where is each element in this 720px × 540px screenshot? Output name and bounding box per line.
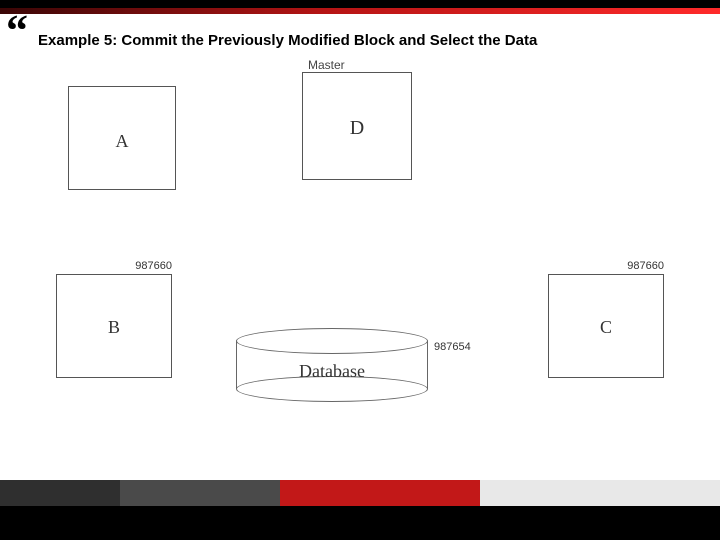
top-red-strip	[0, 8, 720, 14]
page-title: Example 5: Commit the Previously Modifie…	[38, 32, 537, 49]
footer-segment	[480, 480, 720, 506]
block-c-label: C	[549, 317, 663, 338]
database-label: Database	[236, 361, 428, 382]
database-top-ellipse	[236, 328, 428, 354]
master-label: Master	[308, 58, 345, 72]
footer-black-bar	[0, 506, 720, 540]
block-a: A	[68, 86, 176, 190]
block-b-label: B	[57, 317, 171, 338]
block-a-label: A	[69, 131, 175, 152]
diagram-canvas: Master A D 987660 B 987660 C Database 98…	[50, 56, 670, 426]
block-c: C	[548, 274, 664, 378]
database-scn-number: 987654	[434, 341, 471, 353]
block-d-label: D	[303, 117, 411, 140]
footer-segment	[280, 480, 480, 506]
footer-segment	[120, 480, 280, 506]
quote-mark-icon: “	[6, 18, 28, 44]
footer-segment	[0, 480, 120, 506]
slide-page: “ Example 5: Commit the Previously Modif…	[0, 0, 720, 540]
block-c-scn-number: 987660	[548, 260, 664, 272]
block-b-scn-number: 987660	[56, 260, 172, 272]
footer-color-band	[0, 480, 720, 506]
block-b: B	[56, 274, 172, 378]
top-black-bar	[0, 0, 720, 8]
database-cylinder: Database 987654	[236, 328, 428, 402]
footer	[0, 480, 720, 540]
block-d-master: D	[302, 72, 412, 180]
